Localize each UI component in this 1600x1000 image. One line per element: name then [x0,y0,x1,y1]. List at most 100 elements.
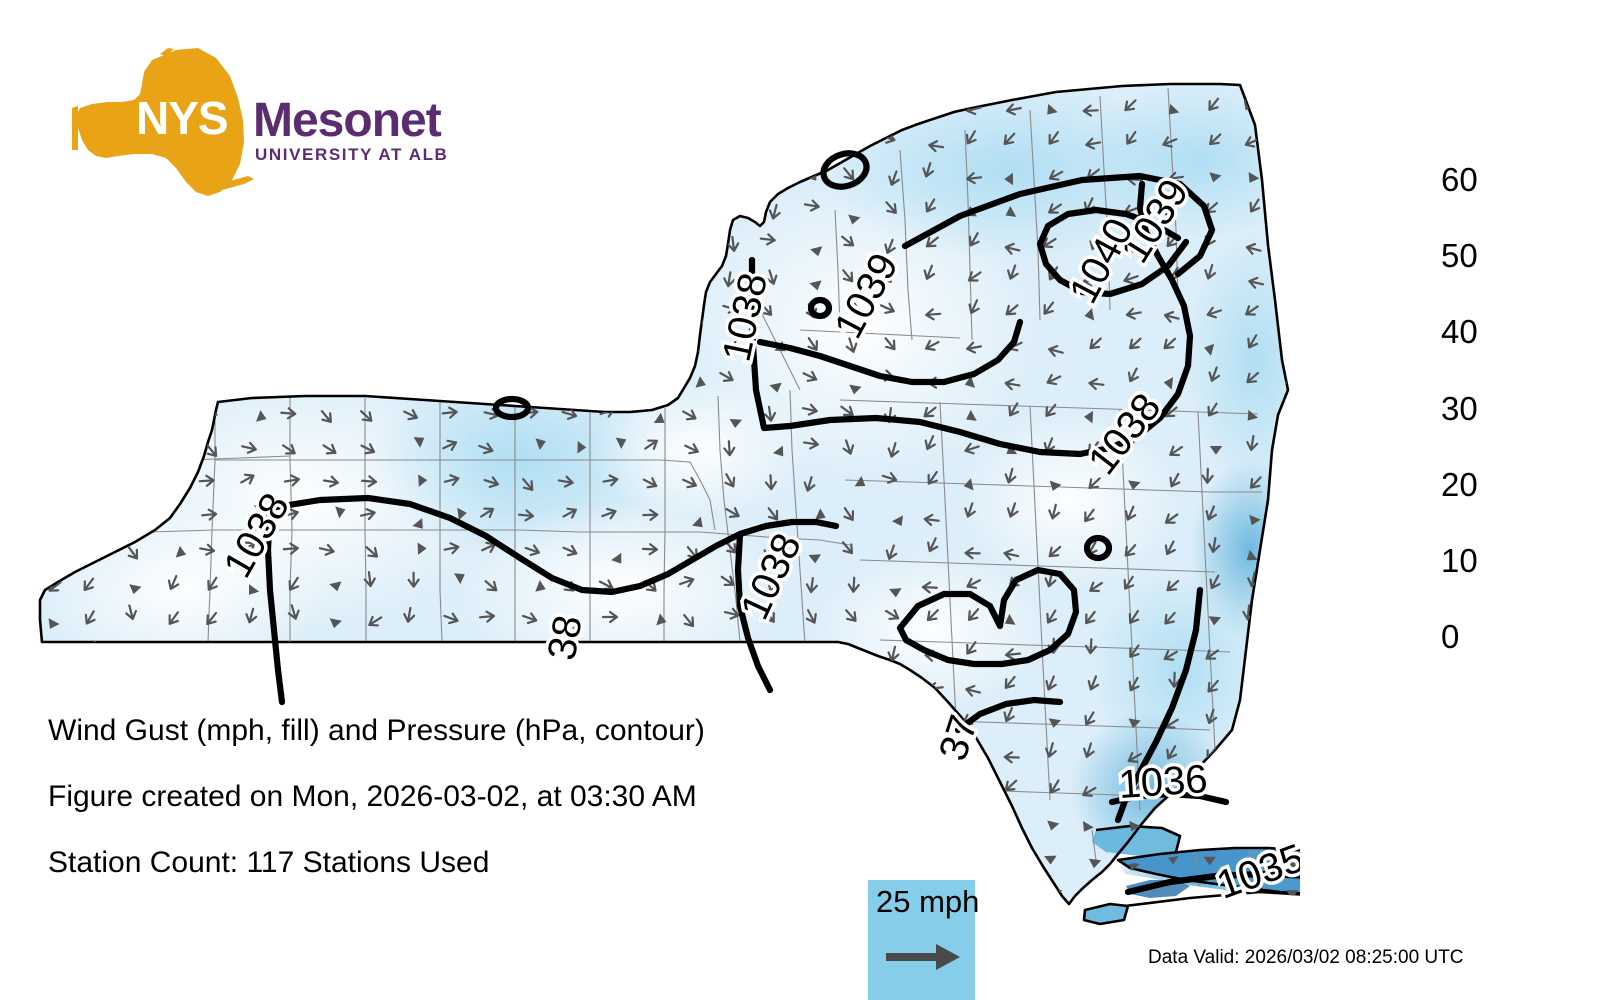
wind-barb [244,199,269,216]
wind-barb [283,167,301,182]
wind-barb [485,914,500,937]
wind-barb [80,440,99,456]
weather-map[interactable]: 1038 1039 1039 1040 1038 1038 38 1038 37 1036 1035 [0,30,1300,970]
wind-barb [40,542,55,556]
wind-scale-legend: 25 mph [868,880,979,1000]
wind-barb [642,644,662,661]
wind-barb [921,842,935,865]
wind-barb [160,440,179,455]
wind-barb [805,100,821,119]
wind-barb [443,336,467,352]
wind-barb [1284,705,1298,723]
wind-barb [677,236,697,253]
wind-barb [1285,263,1300,289]
nys-mesonet-logo: NYS Mesonet UNIVERSITY AT ALBANY [48,46,448,196]
wind-barb [642,99,668,121]
wind-barb [360,235,378,250]
wind-barb [961,841,976,864]
wind-barb [478,100,496,115]
wind-barb [518,678,536,692]
wind-barb [557,334,578,352]
wind-barb [476,674,496,692]
wind-barb [244,642,268,667]
wind-barb [238,166,257,182]
wind-barb [321,265,341,284]
wind-barb [40,300,56,318]
wind-barb [682,643,708,666]
wind-barb [1199,811,1223,837]
wind-barb [1245,916,1262,940]
wind-barb [520,168,541,186]
wind-barb [963,780,982,797]
wind-barb [120,406,140,423]
colorbar-gradient [1341,180,1434,637]
wind-barb [443,303,469,326]
wind-barb [637,168,657,188]
wind-barb [159,100,179,118]
wind-barb [202,643,223,663]
wind-barb [368,912,381,933]
wind-barb [476,267,496,284]
wind-barb [562,304,581,325]
wind-barb [124,269,149,288]
wind-barb [442,269,460,284]
wind-barb [82,372,102,393]
wind-barb [42,913,56,935]
wind-barb [1125,912,1138,933]
wind-barb [82,542,103,561]
wind-barb [161,372,181,392]
wind-barb [157,168,174,182]
wind-barb [157,472,176,488]
wind-barb [647,913,660,935]
wind-barb [886,712,902,731]
wind-barb [1288,672,1300,696]
wind-barb [644,334,669,353]
wind-barb [565,234,589,250]
wind-barb [718,131,736,151]
wind-barb [1247,740,1263,763]
wind-barb [1160,916,1177,940]
wind-barb [558,168,578,187]
wind-barb [398,304,418,323]
wind-barb [808,678,823,701]
wind-barb [682,914,697,937]
wind-barb [730,911,743,932]
colorbar-tick-10: 10 [1441,541,1478,579]
wind-barb [43,677,63,697]
wind-barb [837,707,856,725]
wind-barb [483,372,508,389]
wind-barb [1006,916,1023,939]
wind-barb [401,202,422,222]
wind-barb [363,300,388,319]
wind-barb [518,98,538,114]
wind-barb [637,369,657,386]
wind-barb [42,236,59,250]
wind-barb [123,440,141,454]
wind-barb [158,406,178,426]
wind-barb [520,915,536,938]
wind-barb [483,304,502,320]
wind-barb [318,236,338,253]
wind-barb [42,339,61,359]
wind-barb [237,134,257,152]
wind-barb [1281,438,1300,458]
wind-barb [243,100,267,117]
wind-barb [162,338,182,356]
wind-barb [281,639,296,658]
wind-barb [716,198,736,214]
wind-barb [1285,605,1300,625]
pressure-contour-layer [264,150,1300,896]
wind-barb [321,372,341,391]
wind-barb [1283,100,1300,119]
wind-barb [324,99,349,121]
wind-scale-arrow-icon [886,944,960,970]
wind-barb [959,817,983,835]
wind-barb [882,775,902,795]
contour-label-1036: 1036 [1117,757,1209,807]
wind-barb [322,678,342,698]
wind-barb [605,270,629,286]
wind-barb [320,168,340,187]
wind-barb [125,508,149,533]
wind-barb [403,99,429,120]
